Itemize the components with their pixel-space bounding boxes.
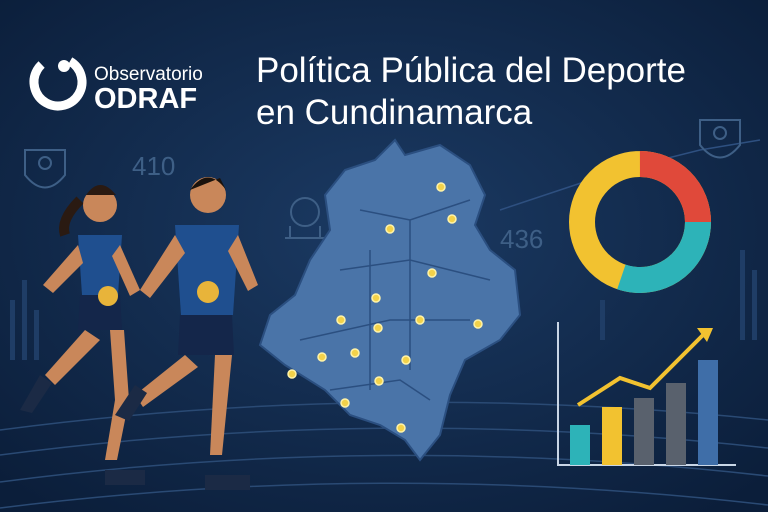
donut [569,151,711,293]
map [258,138,522,462]
background-bars [10,250,757,360]
background-number: 410 [132,151,175,181]
logo [29,53,87,111]
runner-male [115,177,258,490]
title-line: en Cundinamarca [256,93,533,132]
runner-female [20,185,145,485]
brand-acronym: ODRAF [94,83,197,115]
background-number: 436 [500,224,543,254]
bar-chart [557,322,736,466]
brand-name: Observatorio [94,64,203,85]
crest-icon [24,119,741,239]
title-line: Política Pública del Deporte [256,51,686,90]
